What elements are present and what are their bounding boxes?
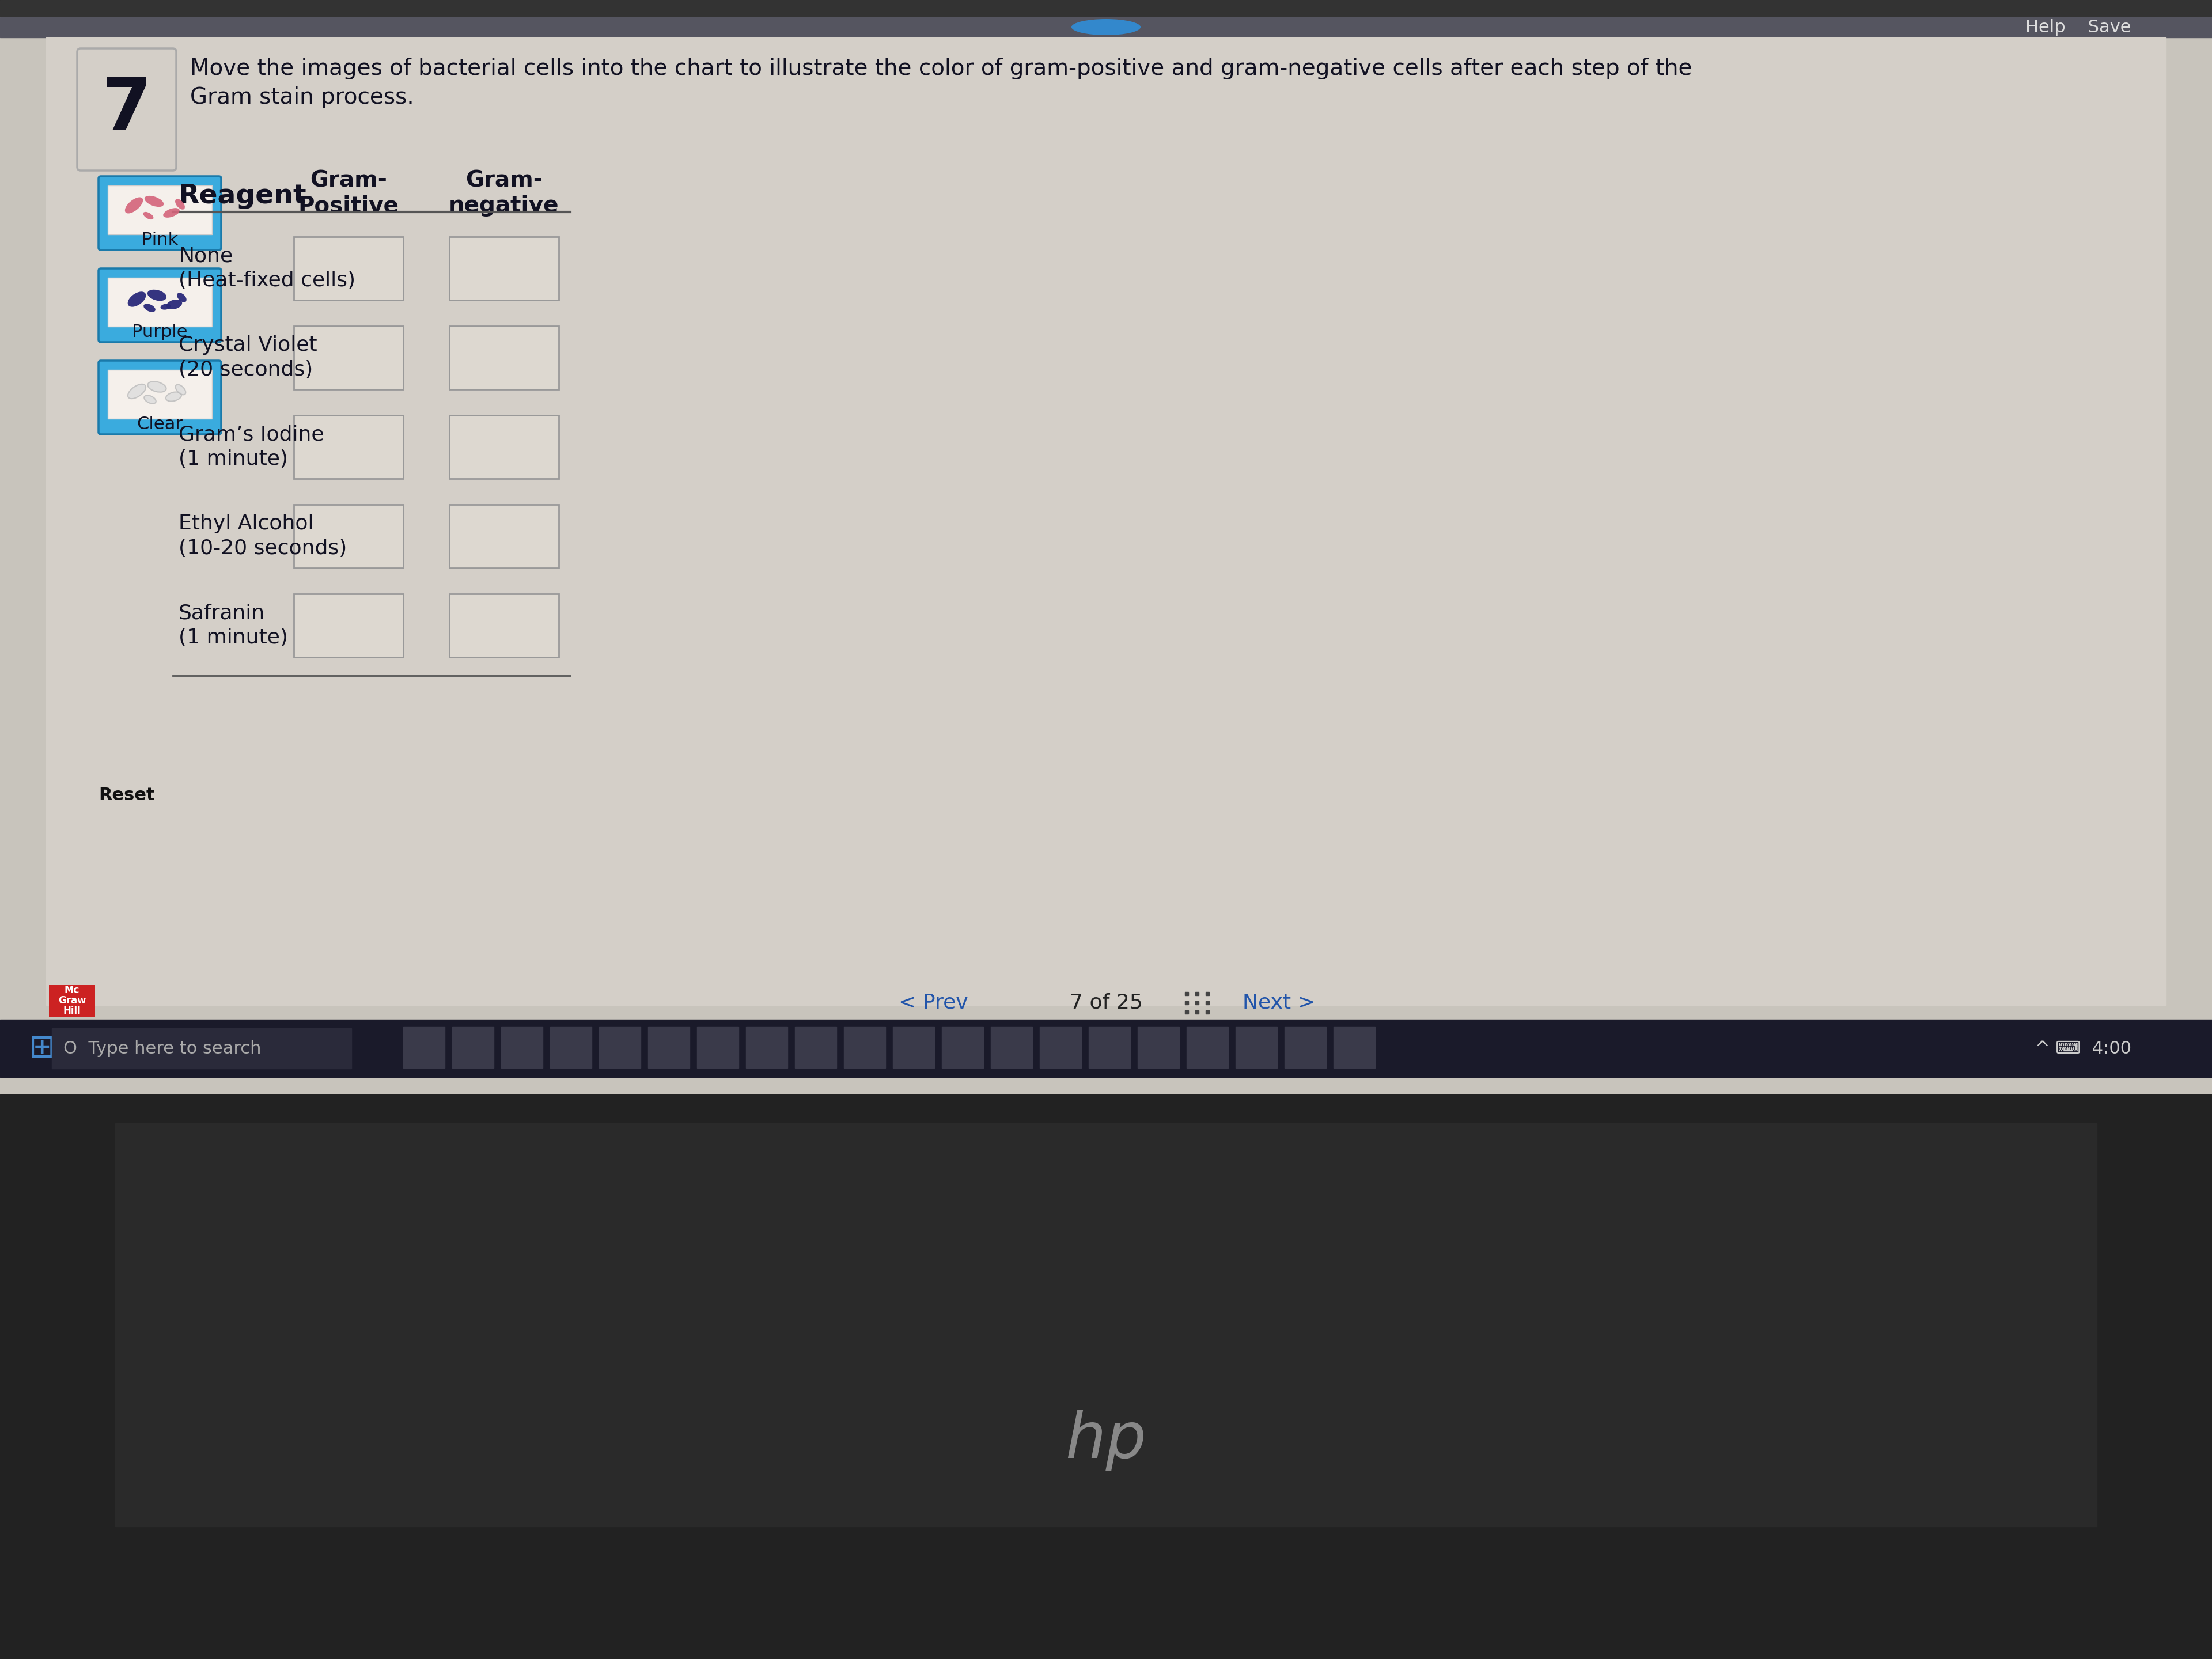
Bar — [294, 594, 403, 657]
Bar — [1285, 1027, 1325, 1068]
Text: Gram’s Iodine
(1 minute): Gram’s Iodine (1 minute) — [179, 425, 323, 468]
Ellipse shape — [175, 199, 186, 209]
Ellipse shape — [166, 392, 181, 401]
FancyBboxPatch shape — [100, 176, 221, 251]
Text: ⊞: ⊞ — [29, 1034, 55, 1063]
Bar — [108, 370, 212, 418]
Ellipse shape — [175, 385, 186, 395]
Text: hp: hp — [1066, 1408, 1146, 1472]
Bar — [0, 1020, 2212, 1077]
Ellipse shape — [144, 395, 157, 403]
Text: Clear: Clear — [137, 416, 184, 433]
Bar — [599, 1027, 641, 1068]
Ellipse shape — [148, 382, 166, 392]
Bar — [294, 415, 403, 478]
Bar — [1237, 1027, 1276, 1068]
Text: 7: 7 — [102, 75, 153, 144]
Ellipse shape — [164, 207, 179, 217]
Ellipse shape — [161, 304, 170, 310]
Bar — [115, 1123, 2097, 1526]
Bar — [451, 1027, 493, 1068]
Bar — [294, 504, 403, 567]
FancyBboxPatch shape — [100, 269, 221, 342]
Text: Next >: Next > — [1243, 992, 1316, 1012]
Bar — [294, 237, 403, 300]
Bar — [1040, 1027, 1082, 1068]
Ellipse shape — [144, 196, 164, 207]
Bar — [942, 1027, 984, 1068]
Bar — [745, 1027, 787, 1068]
Bar — [294, 325, 403, 390]
Text: None
(Heat-fixed cells): None (Heat-fixed cells) — [179, 246, 356, 290]
Text: Move the images of bacterial cells into the chart to illustrate the color of gra: Move the images of bacterial cells into … — [190, 58, 1692, 108]
Text: Mc
Graw
Hill: Mc Graw Hill — [58, 985, 86, 1015]
Bar — [0, 17, 2212, 38]
Bar — [1137, 1027, 1179, 1068]
Ellipse shape — [148, 290, 166, 300]
Bar — [0, 17, 2212, 1095]
Ellipse shape — [144, 304, 155, 312]
FancyBboxPatch shape — [100, 360, 221, 435]
Ellipse shape — [128, 385, 146, 398]
Text: Purple: Purple — [133, 324, 188, 340]
FancyBboxPatch shape — [77, 48, 177, 171]
Text: Crystal Violet
(20 seconds): Crystal Violet (20 seconds) — [179, 335, 316, 380]
Text: ^ ⌨  4:00: ^ ⌨ 4:00 — [2035, 1040, 2132, 1057]
Bar — [403, 1027, 445, 1068]
Bar — [449, 325, 560, 390]
Bar — [1088, 1027, 1130, 1068]
Text: Ethyl Alcohol
(10-20 seconds): Ethyl Alcohol (10-20 seconds) — [179, 514, 347, 557]
Text: < Prev: < Prev — [898, 992, 969, 1012]
Bar — [449, 504, 560, 567]
Ellipse shape — [166, 300, 181, 309]
Bar — [502, 1027, 542, 1068]
Bar — [648, 1027, 690, 1068]
Text: 7 of 25: 7 of 25 — [1068, 992, 1144, 1012]
Bar — [46, 38, 2166, 1005]
Bar — [108, 186, 212, 234]
Bar — [1334, 1027, 1376, 1068]
Text: Gram-
negative: Gram- negative — [449, 169, 560, 217]
Bar — [449, 594, 560, 657]
Bar — [697, 1027, 739, 1068]
Bar — [551, 1027, 591, 1068]
Bar — [1186, 1027, 1228, 1068]
Bar — [49, 985, 95, 1017]
Text: Pink: Pink — [142, 231, 179, 247]
Bar — [449, 415, 560, 478]
Bar — [449, 237, 560, 300]
Text: Reagent: Reagent — [179, 182, 307, 209]
Bar — [845, 1027, 885, 1068]
Bar — [0, 0, 2212, 17]
Ellipse shape — [1071, 18, 1141, 35]
Text: Gram-
Positive: Gram- Positive — [299, 169, 398, 217]
Bar — [991, 1027, 1033, 1068]
Text: O  Type here to search: O Type here to search — [64, 1040, 261, 1057]
Text: Help    Save: Help Save — [2026, 18, 2132, 35]
Text: Safranin
(1 minute): Safranin (1 minute) — [179, 604, 288, 647]
Bar — [51, 1029, 352, 1068]
Bar — [894, 1027, 933, 1068]
Bar — [794, 1027, 836, 1068]
Ellipse shape — [128, 292, 146, 307]
Ellipse shape — [177, 292, 186, 302]
Bar — [0, 1095, 2212, 1659]
Text: Reset: Reset — [100, 786, 155, 803]
Ellipse shape — [124, 197, 144, 214]
Ellipse shape — [144, 212, 153, 219]
Bar — [108, 277, 212, 327]
